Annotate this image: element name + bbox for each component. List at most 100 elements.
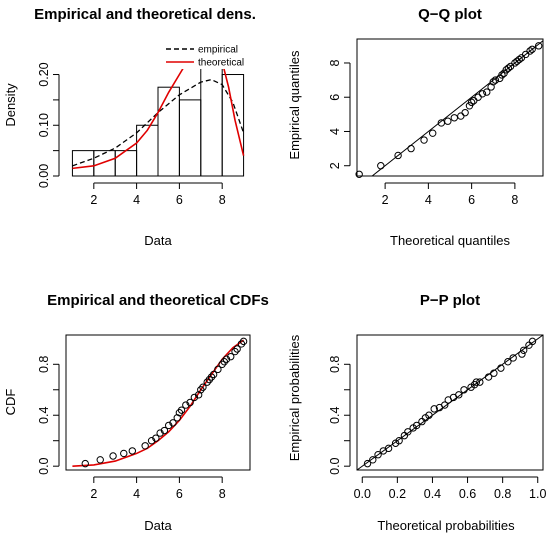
qq-data-point: [355, 170, 363, 178]
qq-data-point: [498, 71, 506, 79]
pp-data-point: [460, 386, 468, 394]
cdf-data-point: [205, 375, 214, 384]
density-empirical-line: [72, 78, 245, 167]
pp-x-tick-label: 0.4: [424, 487, 441, 501]
cdf-y-tick-label: 0.8: [37, 356, 51, 373]
cdf-x-tick-label: 8: [219, 487, 226, 501]
legend-theoretical-label: theoretical: [198, 58, 244, 69]
cdf-ylabel: CDF: [3, 389, 18, 416]
cdf-data-point: [220, 358, 229, 366]
qq-xlabel: Theoretical quantiles: [390, 233, 510, 248]
qq-title: Q−Q plot: [418, 6, 482, 23]
density-x-tick-label: 6: [176, 193, 183, 207]
qq-data-point: [515, 55, 523, 64]
qq-x-tick-label: 8: [511, 193, 518, 207]
cdf-x-tick-label: 4: [133, 487, 140, 501]
qq-data-point: [394, 151, 402, 160]
qq-data-point: [428, 129, 437, 137]
pp-data-point: [441, 401, 449, 409]
pp-plot-frame: [356, 334, 544, 471]
pp-data-point: [504, 358, 512, 366]
qq-x-tick-label: 6: [468, 193, 475, 207]
pp-data-point: [404, 428, 412, 436]
cdf-data-point: [160, 426, 169, 435]
cdf-data-point: [152, 434, 160, 442]
qq-y-tick-label: 8: [328, 59, 342, 66]
pp-data-point: [455, 391, 463, 399]
pp-data-point: [412, 421, 421, 430]
density-x-tick-label: 2: [90, 193, 97, 207]
cdf-data-point: [177, 406, 186, 414]
qq-data-point: [407, 144, 415, 153]
cdf-data-point: [237, 340, 246, 348]
histogram-bar: [114, 150, 138, 177]
cdf-data-point: [141, 442, 149, 450]
cdf-data-point: [169, 419, 177, 427]
pp-data-point: [518, 350, 526, 358]
pp-data-point: [476, 378, 484, 386]
qq-y-tick-label: 6: [328, 94, 342, 101]
cdf-data-point: [128, 447, 137, 455]
pp-data-point: [528, 337, 537, 346]
pp-data-point: [497, 364, 505, 372]
histogram-bar: [93, 150, 116, 177]
cdf-plot-frame: [65, 334, 251, 471]
cdf-x-tick-label: 2: [90, 487, 97, 501]
cdf-data-point: [231, 347, 239, 356]
cdf-data-point: [147, 437, 156, 445]
pp-data-point: [484, 373, 493, 381]
pp-data-point: [395, 437, 403, 445]
cdf-data-point: [197, 386, 205, 394]
qq-data-point: [377, 162, 385, 170]
pp-data-point: [384, 444, 393, 453]
density-ylabel: Density: [3, 83, 18, 127]
histogram-bar: [178, 99, 202, 177]
density-xlabel: Data: [144, 233, 172, 248]
pp-data-point: [425, 411, 433, 419]
cdf-data-point: [214, 365, 222, 374]
qq-data-point: [444, 117, 452, 125]
cdf-title: Empirical and theoretical CDFs: [47, 292, 269, 309]
cdf-x-tick-label: 6: [176, 487, 183, 501]
qq-data-point: [450, 114, 459, 122]
qq-data-point: [437, 119, 446, 127]
pp-panel: P−P plot Theoretical probabilities Empir…: [287, 292, 546, 533]
cdf-data-point: [233, 345, 241, 353]
cdf-data-point: [109, 452, 117, 460]
density-y-tick-label: 0.10: [37, 113, 51, 137]
cdf-data-point: [173, 414, 181, 422]
cdf-data-point: [156, 429, 164, 437]
qq-data-point: [478, 90, 487, 98]
cdf-data-point: [218, 360, 226, 368]
qq-y-tick-label: 2: [328, 162, 342, 169]
pp-y-tick-label: 0.4: [328, 407, 342, 424]
qq-x-tick-label: 4: [425, 193, 432, 207]
qq-data-point: [467, 98, 476, 107]
cdf-panel: Empirical and theoretical CDFs Data CDF …: [3, 292, 269, 533]
cdf-data-point: [203, 378, 211, 386]
qq-data-point: [457, 112, 465, 120]
pp-data-point: [374, 451, 382, 459]
cdf-data-point: [239, 337, 248, 346]
pp-data-point: [369, 456, 377, 464]
pp-data-point: [363, 459, 372, 468]
qq-data-point: [528, 45, 536, 53]
cdf-y-tick-label: 0.4: [37, 407, 51, 424]
qq-data-point: [491, 76, 500, 84]
pp-title: P−P plot: [420, 292, 480, 309]
cdf-data-point: [186, 398, 194, 407]
qq-data-point: [461, 108, 469, 117]
density-y-tick-label: 0.20: [37, 62, 51, 86]
histogram-bar: [157, 86, 180, 177]
pp-data-point: [519, 346, 528, 354]
pp-x-tick-label: 1.0: [529, 487, 546, 501]
pp-xlabel: Theoretical probabilities: [377, 518, 515, 533]
pp-data-point: [430, 405, 438, 413]
legend-empirical-label: empirical: [198, 45, 238, 56]
qq-data-point: [489, 78, 497, 86]
histogram-bar: [200, 61, 223, 177]
pp-x-tick-label: 0.2: [389, 487, 406, 501]
qq-plot-frame: [356, 38, 544, 177]
qq-data-point: [474, 93, 482, 101]
cdf-data-point: [190, 393, 199, 402]
